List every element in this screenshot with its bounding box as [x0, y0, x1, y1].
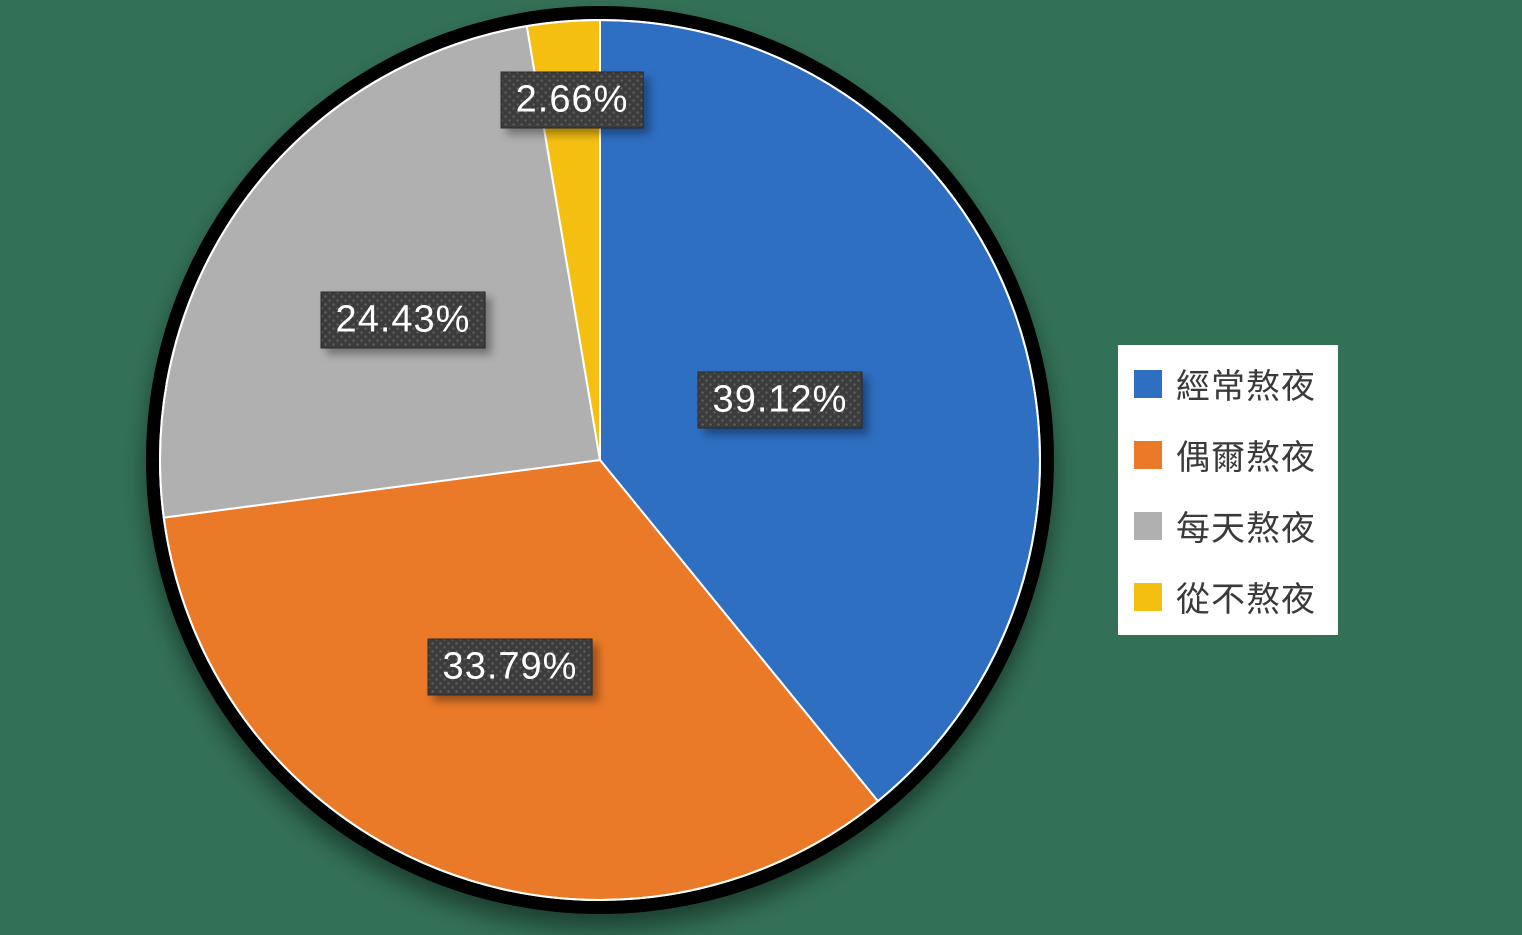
- data-label-1: 33.79%: [428, 639, 593, 696]
- chart-stage: 經常熬夜偶爾熬夜每天熬夜從不熬夜 39.12% 33.79% 24.43% 2.…: [0, 0, 1522, 935]
- legend-item-3: 從不熬夜: [1134, 572, 1316, 621]
- data-label-2: 24.43%: [321, 292, 486, 349]
- legend-label-0: 經常熬夜: [1176, 359, 1316, 408]
- legend-label-2: 每天熬夜: [1176, 501, 1316, 550]
- legend-swatch-3: [1134, 583, 1162, 611]
- data-label-3: 2.66%: [501, 72, 644, 129]
- legend-swatch-2: [1134, 512, 1162, 540]
- legend-swatch-0: [1134, 370, 1162, 398]
- legend-label-1: 偶爾熬夜: [1176, 430, 1316, 479]
- legend-item-0: 經常熬夜: [1134, 359, 1316, 408]
- legend: 經常熬夜偶爾熬夜每天熬夜從不熬夜: [1118, 345, 1338, 635]
- legend-item-2: 每天熬夜: [1134, 501, 1316, 550]
- legend-item-1: 偶爾熬夜: [1134, 430, 1316, 479]
- data-label-0: 39.12%: [698, 372, 863, 429]
- legend-swatch-1: [1134, 441, 1162, 469]
- legend-label-3: 從不熬夜: [1176, 572, 1316, 621]
